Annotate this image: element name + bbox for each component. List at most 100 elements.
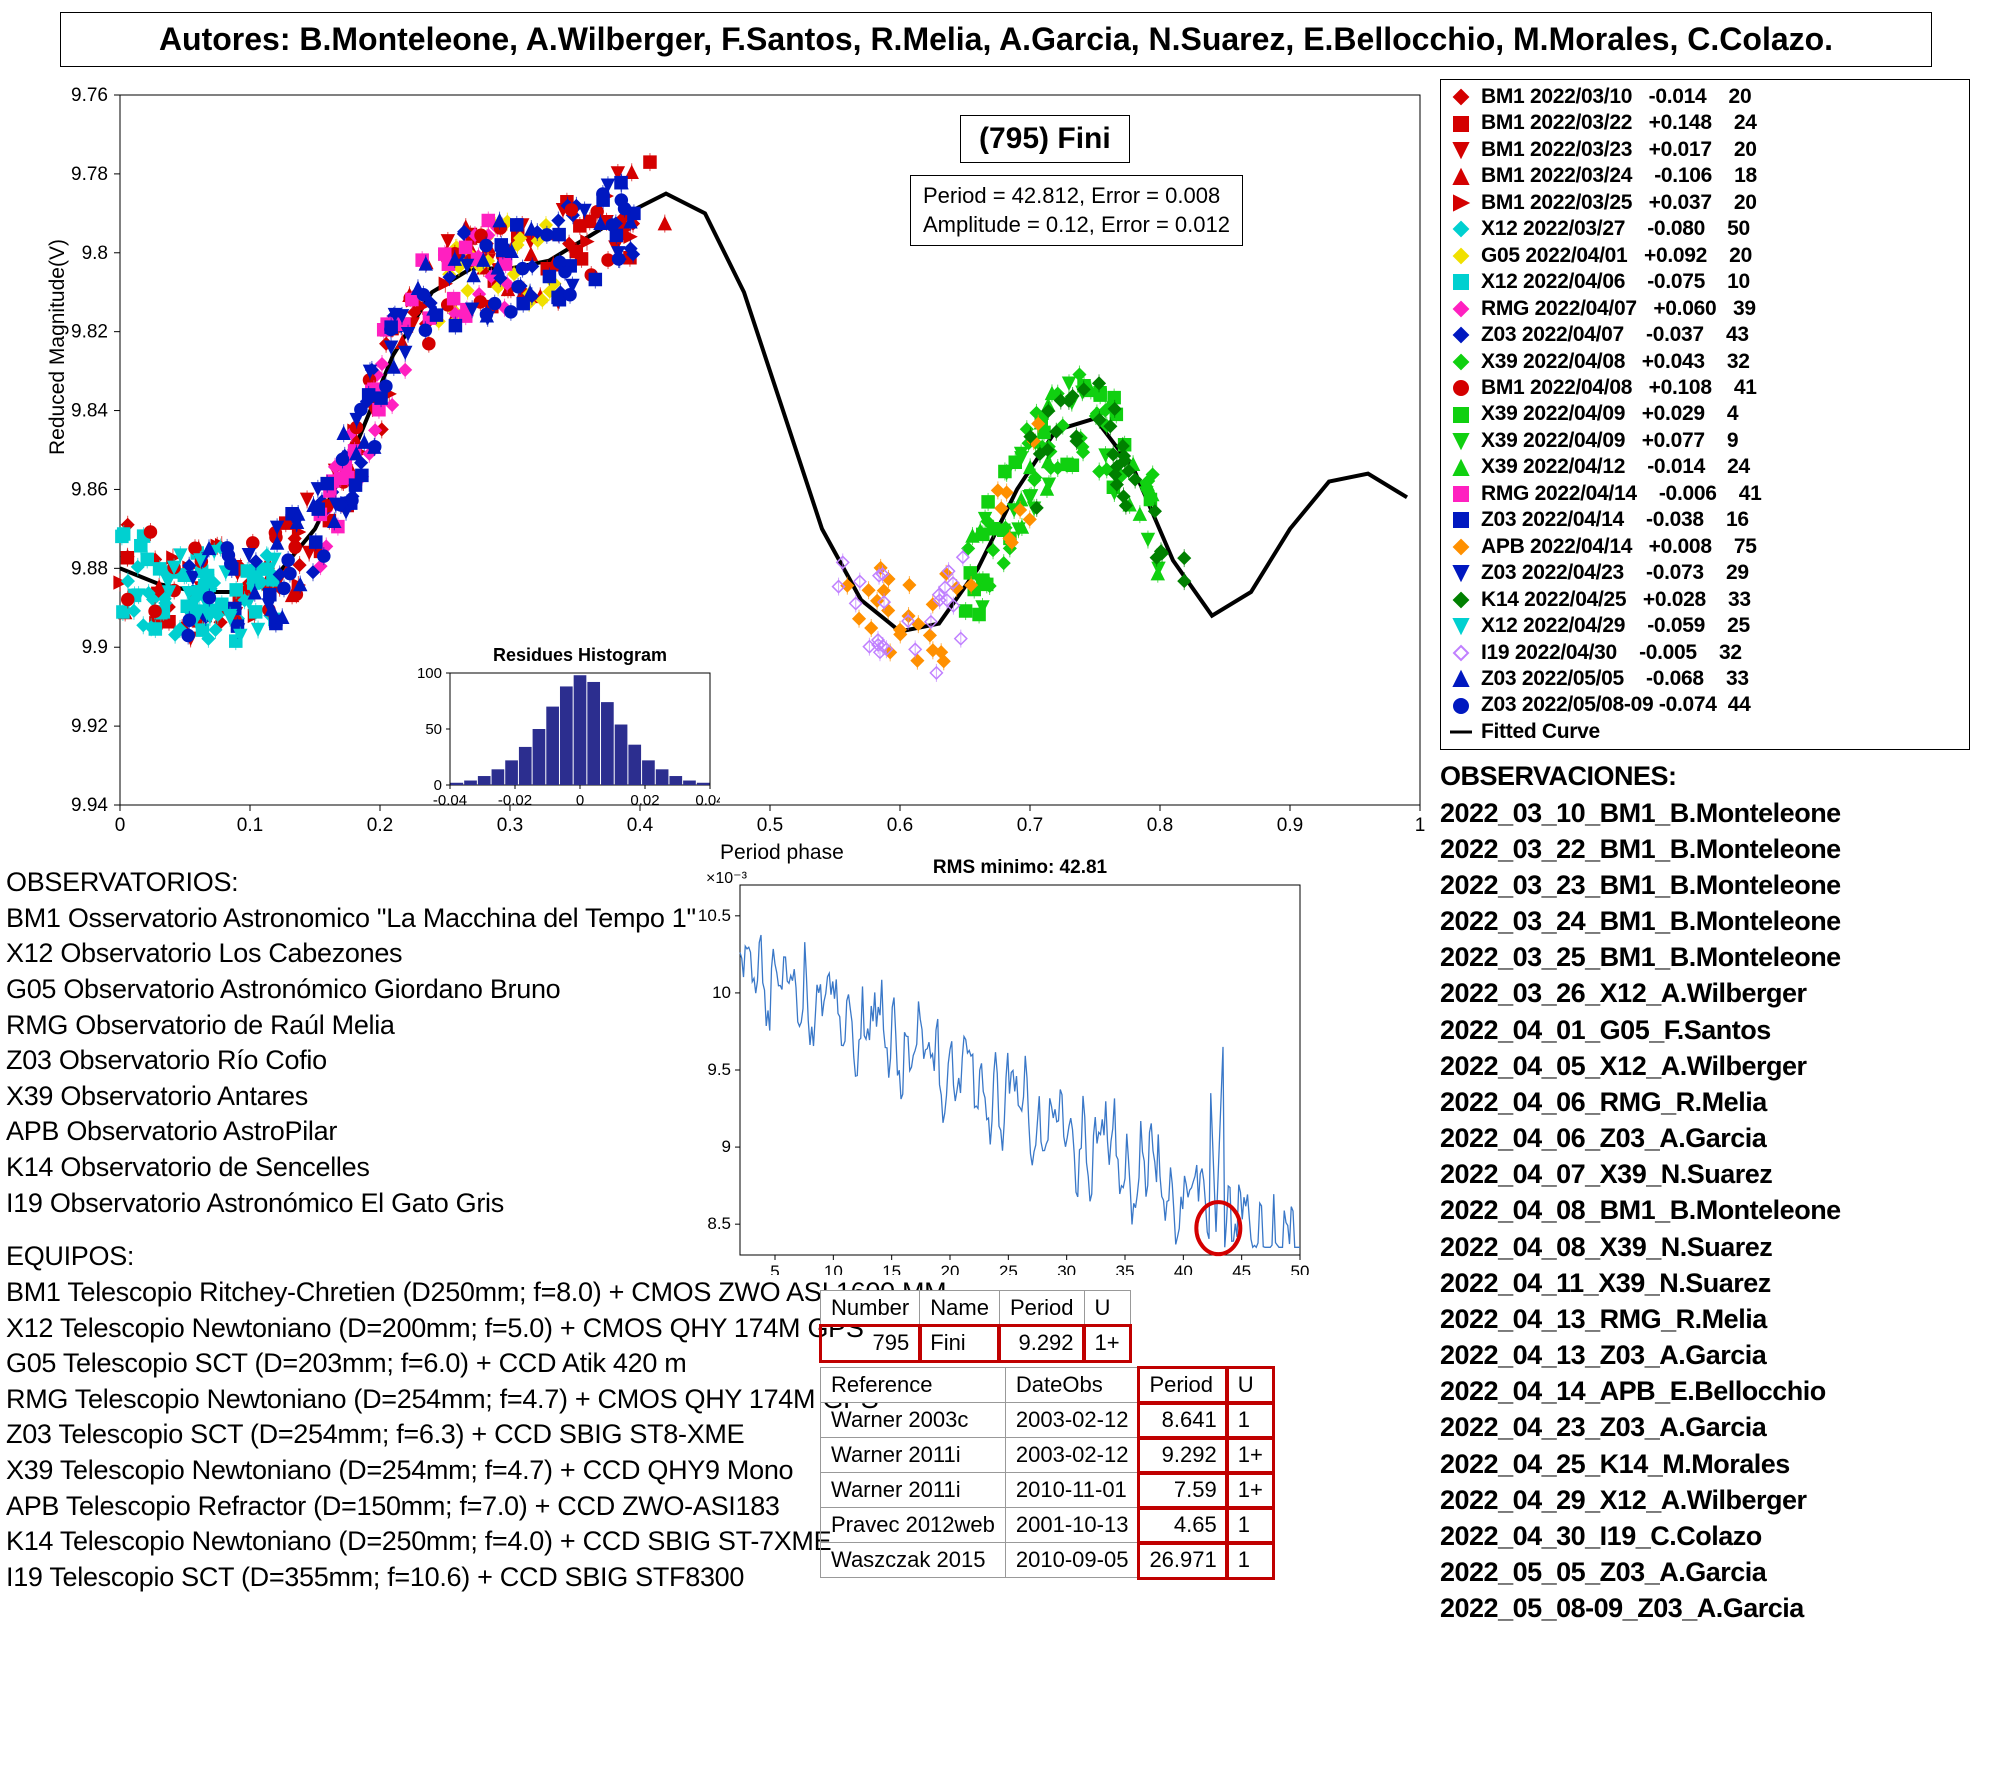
svg-text:9.84: 9.84 <box>71 401 108 422</box>
table-cell: 4.65 <box>1139 1508 1227 1543</box>
svg-text:10: 10 <box>712 983 731 1002</box>
observation-line: 2022_04_23_Z03_A.Garcia <box>1440 1409 1990 1445</box>
chart-title: (795) Fini <box>960 115 1130 163</box>
legend-label: X39 2022/04/09 +0.077 9 <box>1481 428 1738 454</box>
table-cell: 2010-11-01 <box>1005 1473 1139 1508</box>
residues-histogram: Residues Histogram050100-0.04-0.0200.020… <box>400 645 720 815</box>
table-cell: 2010-09-05 <box>1005 1543 1139 1578</box>
legend-marker-icon <box>1447 86 1475 108</box>
observation-line: 2022_04_07_X39_N.Suarez <box>1440 1156 1990 1192</box>
legend-box: BM1 2022/03/10 -0.014 20BM1 2022/03/22 +… <box>1440 79 1970 750</box>
table-cell: 795 <box>821 1326 920 1361</box>
period-line: Period = 42.812, Error = 0.008 <box>923 182 1230 211</box>
table-header: Period <box>999 1291 1084 1326</box>
legend-label: Z03 2022/05/08-09 -0.074 44 <box>1481 692 1750 718</box>
svg-text:9.76: 9.76 <box>71 85 108 106</box>
legend-marker-icon <box>1447 589 1475 611</box>
table-cell: 8.641 <box>1139 1403 1227 1438</box>
svg-text:0.2: 0.2 <box>367 815 393 836</box>
svg-text:15: 15 <box>882 1262 901 1275</box>
table-cell: Warner 2011i <box>821 1473 1006 1508</box>
legend-item: BM1 2022/03/10 -0.014 20 <box>1447 84 1963 110</box>
observation-line: 2022_03_24_BM1_B.Monteleone <box>1440 903 1990 939</box>
legend-item: X39 2022/04/09 +0.029 4 <box>1447 401 1963 427</box>
table-header: Period <box>1139 1368 1227 1403</box>
legend-item: X39 2022/04/08 +0.043 32 <box>1447 349 1963 375</box>
svg-text:9.5: 9.5 <box>707 1060 731 1079</box>
table-cell: 1 <box>1227 1543 1273 1578</box>
legend-marker-icon <box>1447 536 1475 558</box>
legend-item: Z03 2022/05/05 -0.068 33 <box>1447 666 1963 692</box>
table-cell: 9.292 <box>1139 1438 1227 1473</box>
table-cell: 1+ <box>1227 1473 1273 1508</box>
svg-text:5: 5 <box>770 1262 779 1275</box>
observation-line: 2022_04_01_G05_F.Santos <box>1440 1012 1990 1048</box>
legend-label: BM1 2022/03/23 +0.017 20 <box>1481 137 1757 163</box>
table-row: Waszczak 20152010-09-0526.9711 <box>821 1543 1274 1578</box>
legend-label: X39 2022/04/12 -0.014 24 <box>1481 454 1750 480</box>
observation-line: 2022_04_05_X12_A.Wilberger <box>1440 1048 1990 1084</box>
legend-label: BM1 2022/03/25 +0.037 20 <box>1481 190 1757 216</box>
legend-marker-icon <box>1447 113 1475 135</box>
svg-text:30: 30 <box>1057 1262 1076 1275</box>
legend-label: BM1 2022/03/10 -0.014 20 <box>1481 84 1751 110</box>
legend-item: X39 2022/04/09 +0.077 9 <box>1447 428 1963 454</box>
svg-text:0.4: 0.4 <box>627 815 654 836</box>
observation-line: 2022_04_08_BM1_B.Monteleone <box>1440 1192 1990 1228</box>
legend-label: Z03 2022/04/14 -0.038 16 <box>1481 507 1749 533</box>
table-header: Reference <box>821 1368 1006 1403</box>
table-header: Number <box>821 1291 920 1326</box>
legend-item: X39 2022/04/12 -0.014 24 <box>1447 454 1963 480</box>
legend-item: BM1 2022/03/22 +0.148 24 <box>1447 110 1963 136</box>
svg-text:×10⁻³: ×10⁻³ <box>706 870 748 887</box>
legend-marker-icon <box>1447 192 1475 214</box>
svg-text:0: 0 <box>115 815 126 836</box>
lightcurve-chart: 00.10.20.30.40.50.60.70.80.919.769.789.8… <box>40 75 1440 855</box>
observation-line: 2022_04_11_X39_N.Suarez <box>1440 1265 1990 1301</box>
table-cell: Fini <box>920 1326 1000 1361</box>
table-cell: 1+ <box>1227 1438 1273 1473</box>
observation-line: 2022_05_08-09_Z03_A.Garcia <box>1440 1590 1990 1626</box>
legend-marker-icon <box>1447 271 1475 293</box>
observation-line: 2022_03_10_BM1_B.Monteleone <box>1440 795 1990 831</box>
legend-marker-icon <box>1447 218 1475 240</box>
legend-item: BM1 2022/03/23 +0.017 20 <box>1447 137 1963 163</box>
legend-label: X12 2022/03/27 -0.080 50 <box>1481 216 1750 242</box>
legend-item: RMG 2022/04/07 +0.060 39 <box>1447 296 1963 322</box>
svg-text:9.86: 9.86 <box>71 479 108 500</box>
svg-text:0.1: 0.1 <box>237 815 263 836</box>
observation-line: 2022_03_22_BM1_B.Monteleone <box>1440 831 1990 867</box>
legend-item: BM1 2022/03/24 -0.106 18 <box>1447 163 1963 189</box>
table-cell: 9.292 <box>999 1326 1084 1361</box>
legend-label: X12 2022/04/06 -0.075 10 <box>1481 269 1750 295</box>
svg-text:50: 50 <box>1291 1262 1310 1275</box>
legend-label: X39 2022/04/08 +0.043 32 <box>1481 349 1750 375</box>
svg-text:RMS minimo: 42.81: RMS minimo: 42.81 <box>933 857 1108 878</box>
table-cell: Pravec 2012web <box>821 1508 1006 1543</box>
svg-text:0.7: 0.7 <box>1017 815 1043 836</box>
svg-text:45: 45 <box>1232 1262 1251 1275</box>
svg-text:0: 0 <box>576 792 584 809</box>
svg-text:1: 1 <box>1415 815 1426 836</box>
legend-label: BM1 2022/03/24 -0.106 18 <box>1481 163 1757 189</box>
table-cell: 1 <box>1227 1508 1273 1543</box>
legend-label: K14 2022/04/25 +0.028 33 <box>1481 587 1751 613</box>
table-cell: Warner 2011i <box>821 1438 1006 1473</box>
legend-item: RMG 2022/04/14 -0.006 41 <box>1447 481 1963 507</box>
svg-text:20: 20 <box>941 1262 960 1275</box>
legend-marker-icon <box>1447 245 1475 267</box>
table-header: Name <box>920 1291 1000 1326</box>
svg-text:35: 35 <box>1116 1262 1135 1275</box>
svg-text:0.6: 0.6 <box>887 815 913 836</box>
svg-text:25: 25 <box>999 1262 1018 1275</box>
table-header: DateObs <box>1005 1368 1139 1403</box>
table-cell: 2003-02-12 <box>1005 1438 1139 1473</box>
legend-label: RMG 2022/04/07 +0.060 39 <box>1481 296 1756 322</box>
svg-text:Residues Histogram: Residues Histogram <box>493 645 667 665</box>
svg-text:0.04: 0.04 <box>695 792 720 809</box>
svg-text:-0.04: -0.04 <box>433 792 467 809</box>
legend-label: BM1 2022/04/08 +0.108 41 <box>1481 375 1757 401</box>
amplitude-line: Amplitude = 0.12, Error = 0.012 <box>923 211 1230 240</box>
legend-item: Z03 2022/04/23 -0.073 29 <box>1447 560 1963 586</box>
svg-text:100: 100 <box>417 665 442 682</box>
